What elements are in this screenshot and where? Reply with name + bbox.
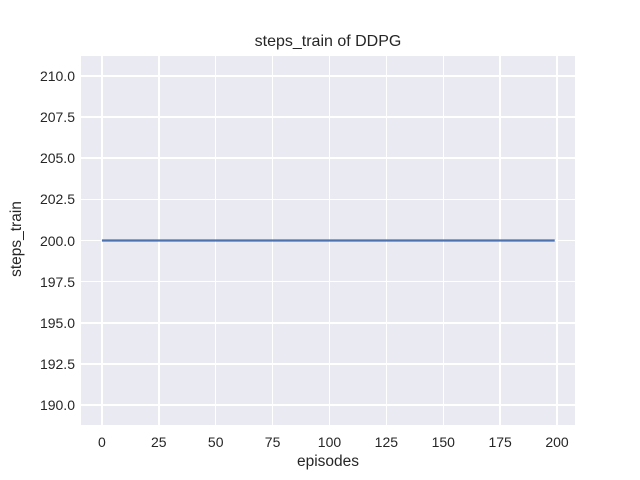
x-tick-label: 175 — [488, 434, 512, 450]
y-tick-label: 195.0 — [39, 314, 75, 331]
y-tick-label: 190.0 — [39, 397, 75, 414]
x-tick-label: 125 — [374, 434, 399, 450]
x-tick-label: 150 — [431, 434, 455, 450]
x-tick-label: 25 — [151, 434, 167, 450]
y-gridline — [81, 322, 575, 324]
y-gridline — [81, 280, 575, 283]
x-axis-label: episodes — [296, 453, 360, 470]
y-gridline — [81, 75, 575, 77]
chart-title: steps_train of DDPG — [254, 33, 402, 50]
x-tick-label: 0 — [98, 434, 106, 450]
y-tick-label: 200.0 — [39, 232, 75, 249]
x-tick-label: 75 — [264, 434, 281, 450]
y-tick-label: 210.0 — [39, 67, 75, 84]
y-gridline — [81, 198, 575, 201]
x-tick-label: 100 — [317, 434, 342, 450]
y-tick-label: 207.5 — [39, 108, 75, 125]
y-tick-label: 202.5 — [39, 191, 75, 208]
y-tick-label: 192.5 — [39, 356, 75, 373]
y-gridline — [81, 116, 575, 118]
x-tick-label: 200 — [545, 434, 569, 450]
series-layer — [101, 239, 555, 242]
y-tick-label: 197.5 — [39, 273, 75, 290]
x-tick-label: 50 — [207, 434, 224, 450]
y-tick-label: 205.0 — [39, 150, 75, 167]
y-gridline — [81, 363, 575, 365]
y-gridline — [81, 157, 575, 159]
plot-area — [81, 56, 575, 425]
y-axis-label: steps_train — [8, 201, 25, 277]
y-gridline — [81, 404, 575, 406]
